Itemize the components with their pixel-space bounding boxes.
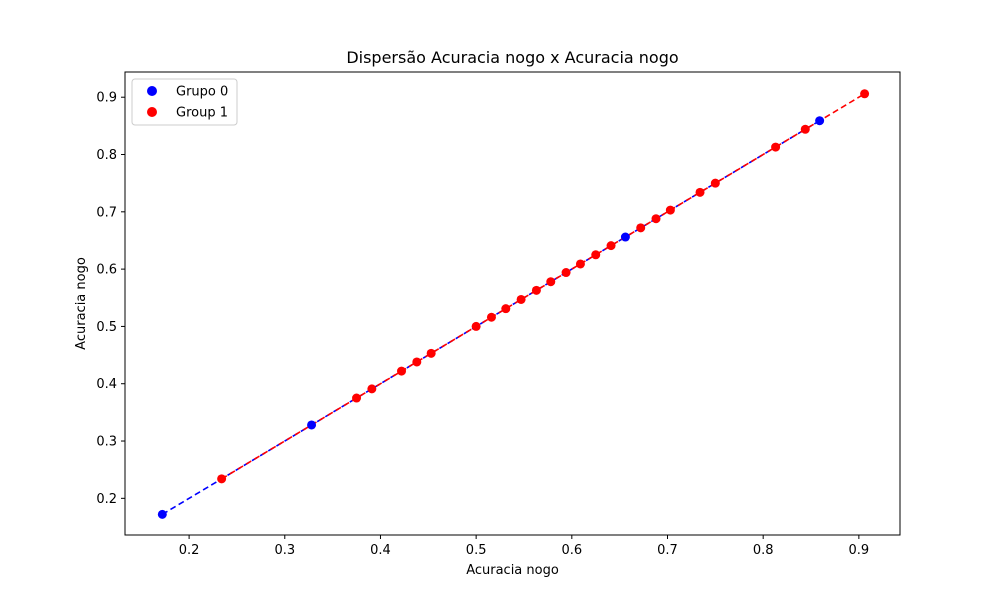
data-point-grupo-0	[815, 116, 825, 126]
y-tick-label: 0.9	[96, 91, 117, 106]
data-point-grupo-0	[620, 232, 630, 242]
data-point-group-1	[546, 277, 556, 287]
data-point-group-1	[561, 268, 571, 278]
x-tick-label: 0.9	[849, 543, 870, 558]
data-point-group-1	[665, 205, 675, 215]
y-axis: 0.2 0.3 0.4 0.5 0.6 0.7 0.8 0.9	[96, 91, 125, 507]
legend-marker-grupo-0	[147, 86, 157, 96]
x-axis-label: Acuracia nogo	[466, 563, 559, 578]
x-tick-label: 0.8	[753, 543, 774, 558]
data-point-group-1	[695, 187, 705, 197]
data-point-group-1	[531, 285, 541, 295]
plot-area	[157, 89, 870, 519]
data-point-group-1	[606, 241, 616, 251]
y-tick-label: 0.8	[96, 148, 117, 163]
x-tick-label: 0.3	[274, 543, 295, 558]
legend-label-group-1: Group 1	[176, 106, 228, 121]
trendline-group-1	[221, 93, 866, 480]
data-point-group-1	[486, 312, 496, 322]
x-tick-label: 0.5	[466, 543, 487, 558]
data-point-group-1	[860, 89, 870, 99]
data-point-group-1	[575, 259, 585, 269]
data-point-group-1	[217, 474, 227, 484]
data-point-grupo-0	[157, 509, 167, 519]
data-point-group-1	[651, 214, 661, 224]
x-tick-label: 0.2	[179, 543, 200, 558]
y-tick-label: 0.6	[96, 263, 117, 278]
y-axis-label: Acuracia nogo	[74, 257, 89, 350]
data-point-group-1	[471, 321, 481, 331]
y-tick-label: 0.5	[96, 320, 117, 335]
legend-label-grupo-0: Grupo 0	[176, 85, 228, 100]
y-tick-label: 0.4	[96, 377, 117, 392]
data-point-group-1	[516, 294, 526, 304]
data-point-group-1	[352, 393, 362, 403]
plot-frame	[124, 71, 901, 536]
data-point-group-1	[710, 178, 720, 188]
y-tick-label: 0.7	[96, 205, 117, 220]
data-point-group-1	[636, 223, 646, 233]
data-point-grupo-0	[307, 420, 317, 430]
x-tick-label: 0.6	[561, 543, 582, 558]
data-point-group-1	[591, 250, 601, 260]
chart-title: Dispersão Acuracia nogo x Acuracia nogo	[346, 48, 678, 67]
x-tick-label: 0.7	[657, 543, 678, 558]
data-point-group-1	[800, 124, 810, 134]
data-point-group-1	[426, 348, 436, 358]
y-tick-label: 0.2	[96, 492, 117, 507]
y-tick-label: 0.3	[96, 435, 117, 450]
data-point-group-1	[412, 357, 422, 367]
legend-box	[131, 78, 238, 126]
legend: Grupo 0 Group 1	[131, 78, 238, 126]
data-point-group-1	[397, 366, 407, 376]
x-tick-label: 0.4	[370, 543, 391, 558]
legend-marker-group-1	[147, 107, 157, 117]
data-point-group-1	[501, 304, 511, 314]
x-axis: 0.2 0.3 0.4 0.5 0.6 0.7 0.8 0.9	[179, 535, 869, 558]
data-point-group-1	[367, 384, 377, 394]
data-point-group-1	[771, 142, 781, 152]
